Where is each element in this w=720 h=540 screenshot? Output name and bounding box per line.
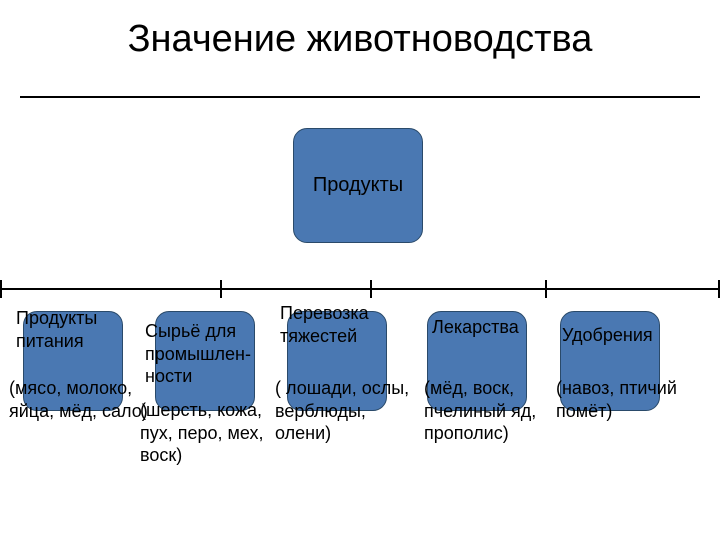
category-title-food: Продукты питания — [16, 307, 156, 352]
title-divider — [20, 96, 700, 98]
category-detail-food: (мясо, молоко, яйца, мёд, сало) — [9, 377, 154, 422]
axis-tick — [545, 280, 547, 298]
branch-axis — [0, 280, 720, 300]
category-detail-raw: (шерсть, кожа, пух, перо, мех, воск) — [140, 399, 285, 467]
top-box-label: Продукты — [313, 174, 403, 197]
top-box-products: Продукты — [293, 128, 423, 243]
category-detail-medicine: (мёд, воск, пчелиный яд, прополис) — [424, 377, 569, 445]
category-title-transport: Перевозка тяжестей — [280, 302, 420, 347]
axis-tick — [0, 280, 2, 298]
category-title-raw: Сырьё для промышлен-ности — [145, 320, 285, 388]
categories-area: Продукты питания (мясо, молоко, яйца, мё… — [0, 302, 720, 532]
category-detail-transport: ( лошади, ослы, верблюды, олени) — [275, 377, 420, 445]
category-title-fertilizer: Удобрения — [562, 324, 653, 347]
axis-line — [0, 288, 720, 290]
axis-tick — [370, 280, 372, 298]
category-detail-fertilizer: (навоз, птичий помёт) — [556, 377, 701, 422]
category-title-medicine: Лекарства — [432, 316, 519, 339]
axis-tick — [220, 280, 222, 298]
page-title: Значение животноводства — [0, 0, 720, 61]
